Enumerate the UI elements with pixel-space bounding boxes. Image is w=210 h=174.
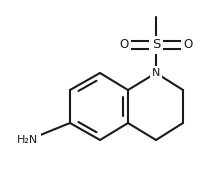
Text: N: N [152, 68, 160, 78]
Text: H₂N: H₂N [17, 135, 39, 145]
Text: O: O [183, 38, 193, 52]
Text: O: O [119, 38, 129, 52]
Text: S: S [152, 38, 160, 52]
